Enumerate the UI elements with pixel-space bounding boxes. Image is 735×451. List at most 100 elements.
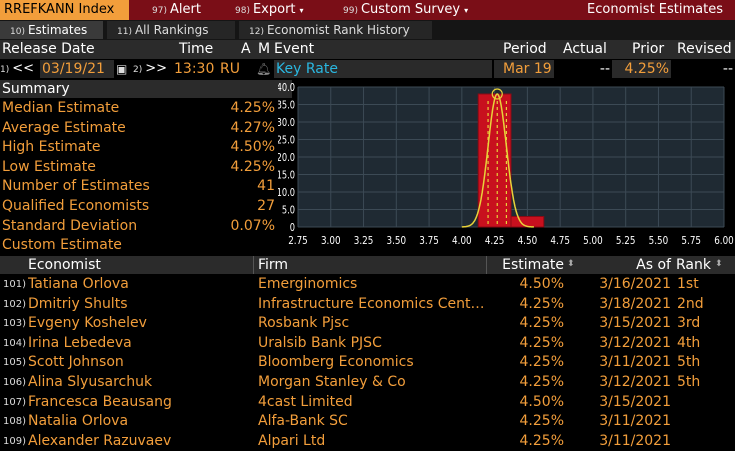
economist-name: Irina Lebedeva	[28, 334, 132, 351]
economist-column-header[interactable]: Economist	[28, 257, 101, 273]
x-tick-label: 5.75	[681, 235, 701, 247]
firm-column-header[interactable]: Firm	[258, 257, 289, 273]
summary-label: Low Estimate	[2, 158, 96, 175]
next-num: 2)	[133, 65, 143, 75]
table-row[interactable]: 109) Alexander Razuvaev Alpari Ltd 4.25% 3/1…	[0, 432, 735, 451]
x-tick-label: 4.25	[485, 235, 505, 247]
rank-value: 2nd	[677, 295, 704, 312]
tab-economist-rank-history[interactable]: 12) Economist Rank History	[239, 21, 432, 39]
summary-label: Average Estimate	[2, 119, 126, 136]
y-tick-label: 30.0	[278, 117, 295, 129]
summary-label: Number of Estimates	[2, 178, 150, 195]
economist-name: Evgeny Koshelev	[28, 315, 147, 332]
x-tick-label: 3.25	[354, 235, 374, 247]
y-tick-label: 20.0	[278, 152, 295, 164]
y-tick-label: 25.0	[278, 134, 295, 146]
table-row[interactable]: 107) Francesca Beausang 4cast Limited 4.50%…	[0, 393, 735, 413]
tab-estimates[interactable]: 10) Estimates	[0, 21, 103, 39]
estimate-column-header[interactable]: Estimate	[502, 257, 564, 273]
x-tick-label: 3.00	[321, 235, 341, 247]
chevron-down-icon: ▾	[464, 6, 469, 15]
asof-date: 3/12/2021	[599, 374, 671, 390]
release-actual: --	[599, 61, 610, 77]
release-period: Mar 19	[494, 60, 554, 78]
table-row[interactable]: 102) Dmitriy Shults Infrastructure Economi…	[0, 295, 735, 315]
custom-label: Custom Survey	[360, 2, 461, 17]
x-tick-label: 4.75	[550, 235, 570, 247]
export-label: Export	[252, 2, 296, 17]
economist-name: Scott Johnson	[28, 354, 124, 371]
median-marker	[491, 88, 503, 100]
period-header[interactable]: Period	[503, 41, 547, 57]
firm-name: Uralsib Bank PJSC	[258, 334, 382, 351]
summary-header: Summary	[0, 80, 292, 98]
summary-label: Custom Estimate	[2, 237, 122, 254]
tab-all-rankings[interactable]: 11) All Rankings	[107, 21, 235, 39]
next-button[interactable]: 2) >>	[133, 60, 167, 78]
y-tick-label: 40.0	[278, 82, 295, 94]
table-row[interactable]: 104) Irina Lebedeva Uralsib Bank PJSC 4.25%…	[0, 334, 735, 354]
tab-label: All Rankings	[134, 23, 209, 37]
rank-value: 4th	[677, 334, 701, 351]
ticker-field[interactable]: RREFKANN Index	[0, 0, 129, 20]
actual-header[interactable]: Actual	[563, 41, 607, 57]
row-index: 106)	[3, 377, 26, 388]
row-index: 101)	[3, 279, 26, 290]
export-button[interactable]: 98) Export ▾	[235, 0, 304, 20]
summary-value: 4.25%	[230, 100, 275, 116]
chevron-down-icon: ▾	[299, 6, 304, 15]
summary-label: High Estimate	[2, 139, 101, 156]
alert-button[interactable]: 97) Alert	[152, 0, 201, 20]
table-row[interactable]: 105) Scott Johnson Bloomberg Economics 4.25…	[0, 353, 735, 373]
revised-header[interactable]: Revised	[677, 41, 732, 57]
row-index: 109)	[3, 435, 26, 447]
firm-name: Rosbank Pjsc	[258, 315, 350, 332]
table-header	[0, 256, 735, 274]
a-header[interactable]: A	[241, 41, 251, 57]
asof-date: 3/12/2021	[599, 334, 671, 351]
table-row[interactable]: 101) Tatiana Orlova Emerginomics 4.50% 3/16/…	[0, 275, 735, 295]
tab-num: 12)	[249, 27, 264, 37]
export-num: 98)	[235, 6, 250, 16]
estimate-value: 4.25%	[519, 354, 564, 371]
estimate-value: 4.25%	[519, 295, 564, 312]
firm-name: 4cast Limited	[258, 393, 353, 410]
sort-arrows-icon[interactable]: ⬍	[567, 259, 575, 269]
release-date-input[interactable]: 03/19/21	[40, 60, 114, 78]
table-row[interactable]: 106) Alina Slyusarchuk Morgan Stanley & Co…	[0, 373, 735, 393]
x-tick-label: 5.50	[649, 235, 669, 247]
m-header[interactable]: M	[258, 41, 271, 57]
row-index: 103)	[3, 318, 26, 330]
economist-name: Tatiana Orlova	[28, 276, 129, 292]
rank-column-header[interactable]: Rank	[676, 257, 711, 273]
y-tick-label: 0	[290, 222, 295, 234]
tab-num: 10)	[10, 27, 25, 37]
summary-value: 0.07%	[230, 217, 275, 234]
rank-value	[677, 393, 727, 412]
sort-arrows-icon[interactable]: ⬍	[715, 259, 723, 269]
histogram-bar	[477, 93, 512, 228]
table-row[interactable]: 103) Evgeny Koshelev Rosbank Pjsc 4.25% 3/15…	[0, 314, 735, 334]
row-index: 108)	[3, 416, 26, 428]
prev-button[interactable]: 1) <<	[0, 60, 34, 78]
x-tick-label: 2.75	[288, 235, 308, 247]
time-header[interactable]: Time	[179, 41, 214, 57]
economist-name: Francesca Beausang	[28, 393, 172, 410]
asof-date: 3/11/2021	[599, 354, 671, 371]
release-date-header[interactable]: Release Date	[2, 41, 95, 57]
estimate-value: 4.25%	[519, 413, 564, 430]
calendar-icon[interactable]: ▣	[116, 62, 128, 76]
asof-column-header[interactable]: As of	[636, 257, 671, 273]
summary-label: Median Estimate	[2, 100, 120, 116]
bell-icon[interactable]: 🔔︎	[256, 62, 272, 76]
event-name-link[interactable]: Key Rate	[274, 60, 492, 78]
prior-header[interactable]: Prior	[632, 41, 665, 57]
asof-date: 3/15/2021	[599, 393, 671, 410]
table-row[interactable]: 108) Natalia Orlova Alfa-Bank SC 4.25% 3/11/…	[0, 412, 735, 432]
custom-survey-button[interactable]: 99) Custom Survey ▾	[343, 0, 468, 20]
row-index: 102)	[3, 298, 26, 310]
release-country: RU	[220, 61, 240, 77]
alert-num: 97)	[152, 6, 167, 16]
rank-value	[677, 432, 727, 451]
event-header-label[interactable]: Event	[274, 41, 315, 57]
